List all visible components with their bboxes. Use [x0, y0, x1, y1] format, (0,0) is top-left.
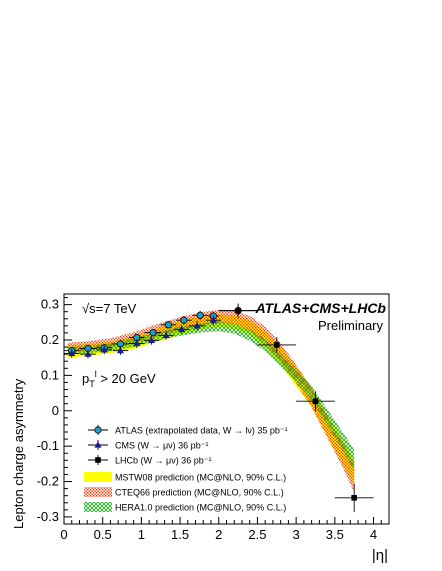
y-tick-label: -0.3 [37, 509, 59, 524]
legend-label: LHCb (W → μν) 36 pb⁻¹ [115, 456, 211, 466]
pt-sup: l [95, 369, 97, 379]
data-point [178, 325, 186, 332]
axes: 0 0.5 1 1.5 2 2.5 3 3.5 4 0.3 0.2 0.1 0 -0.1 -0.2 -0.3 [37, 297, 390, 542]
pt-sub: T [89, 379, 95, 389]
x-tick-label: 0.5 [94, 527, 112, 542]
series-triangle [64, 315, 222, 359]
x-tick-label: 3 [293, 527, 300, 542]
legend-label: CMS (W → μν) 36 pb⁻¹ [115, 441, 208, 451]
data-point [273, 342, 280, 348]
experiment-title: ATLAS+CMS+LHCb [255, 300, 387, 316]
data-point [351, 495, 357, 501]
data-point [116, 340, 125, 348]
data-point [95, 457, 101, 463]
data-point [84, 350, 92, 357]
band-cross-2 [67, 321, 355, 471]
legend-label: CTEQ66 prediction (MC@NLO, 90% C.L.) [115, 488, 284, 498]
pt-cut-label: pTl > 20 GeV [82, 369, 156, 389]
legend-entry-square: LHCb (W → μν) 36 pb⁻¹ [88, 455, 211, 466]
data-point [116, 346, 125, 354]
y-tick-label: -0.1 [37, 438, 59, 453]
series-square [218, 303, 374, 512]
data-point [68, 349, 76, 357]
legend-swatch [84, 487, 112, 497]
prediction-bands [67, 309, 355, 493]
data-point [100, 346, 108, 353]
x-tick-label: 2 [215, 527, 222, 542]
x-tick-label: 0 [60, 527, 67, 542]
y-tick-label: 0.1 [41, 367, 59, 382]
energy-label: √s=7 TeV [82, 301, 137, 316]
y-tick-label: 0.3 [41, 297, 59, 312]
legend-entry-band-hatch: CTEQ66 prediction (MC@NLO, 90% C.L.) [84, 487, 284, 498]
legend-label: HERA1.0 prediction (MC@NLO, 90% C.L.) [115, 503, 286, 513]
legend-entry-circle: ATLAS (extrapolated data, W → lν) 35 pb⁻… [88, 425, 288, 436]
data-point [312, 398, 319, 405]
legend-entry-band-solid: MSTW08 prediction (MC@NLO, 90% C.L.) [84, 472, 286, 483]
legend-label: ATLAS (extrapolated data, W → lν) 35 pb⁻… [115, 426, 288, 436]
y-tick-label: 0.2 [41, 332, 59, 347]
data-points [64, 303, 374, 512]
preliminary-label: Preliminary [318, 318, 384, 333]
data-point [162, 331, 170, 338]
x-axis-label: |η| [372, 547, 388, 564]
data-point [193, 322, 201, 329]
data-point [94, 426, 102, 434]
data-point [149, 328, 157, 337]
data-point [180, 316, 188, 324]
y-tick-label: 0 [52, 403, 59, 418]
data-point [133, 339, 141, 347]
data-point [196, 311, 204, 319]
x-tick-label: 2.5 [248, 527, 266, 542]
legend-entry-band-cross: HERA1.0 prediction (MC@NLO, 90% C.L.) [84, 502, 286, 513]
y-tick-label: -0.2 [37, 474, 59, 489]
legend-label: MSTW08 prediction (MC@NLO, 90% C.L.) [115, 473, 286, 483]
x-tick-label: 1.5 [171, 527, 189, 542]
x-tick-label: 1 [138, 527, 145, 542]
data-point [235, 307, 241, 314]
y-axis-label: Lepton charge asymmetry [11, 378, 26, 529]
pt-cut-value: > 20 GeV [97, 371, 156, 386]
legend-entry-triangle: CMS (W → μν) 36 pb⁻¹ [88, 440, 208, 451]
legend: ATLAS (extrapolated data, W → lν) 35 pb⁻… [84, 425, 288, 513]
data-point [164, 321, 173, 329]
legend-swatch [84, 502, 112, 512]
data-point [147, 336, 156, 343]
x-tick-label: 3.5 [326, 527, 344, 542]
data-point [94, 441, 102, 448]
data-point [209, 316, 217, 323]
x-tick-label: 4 [370, 527, 377, 542]
pt-symbol: p [82, 371, 89, 386]
legend-swatch [84, 472, 112, 482]
